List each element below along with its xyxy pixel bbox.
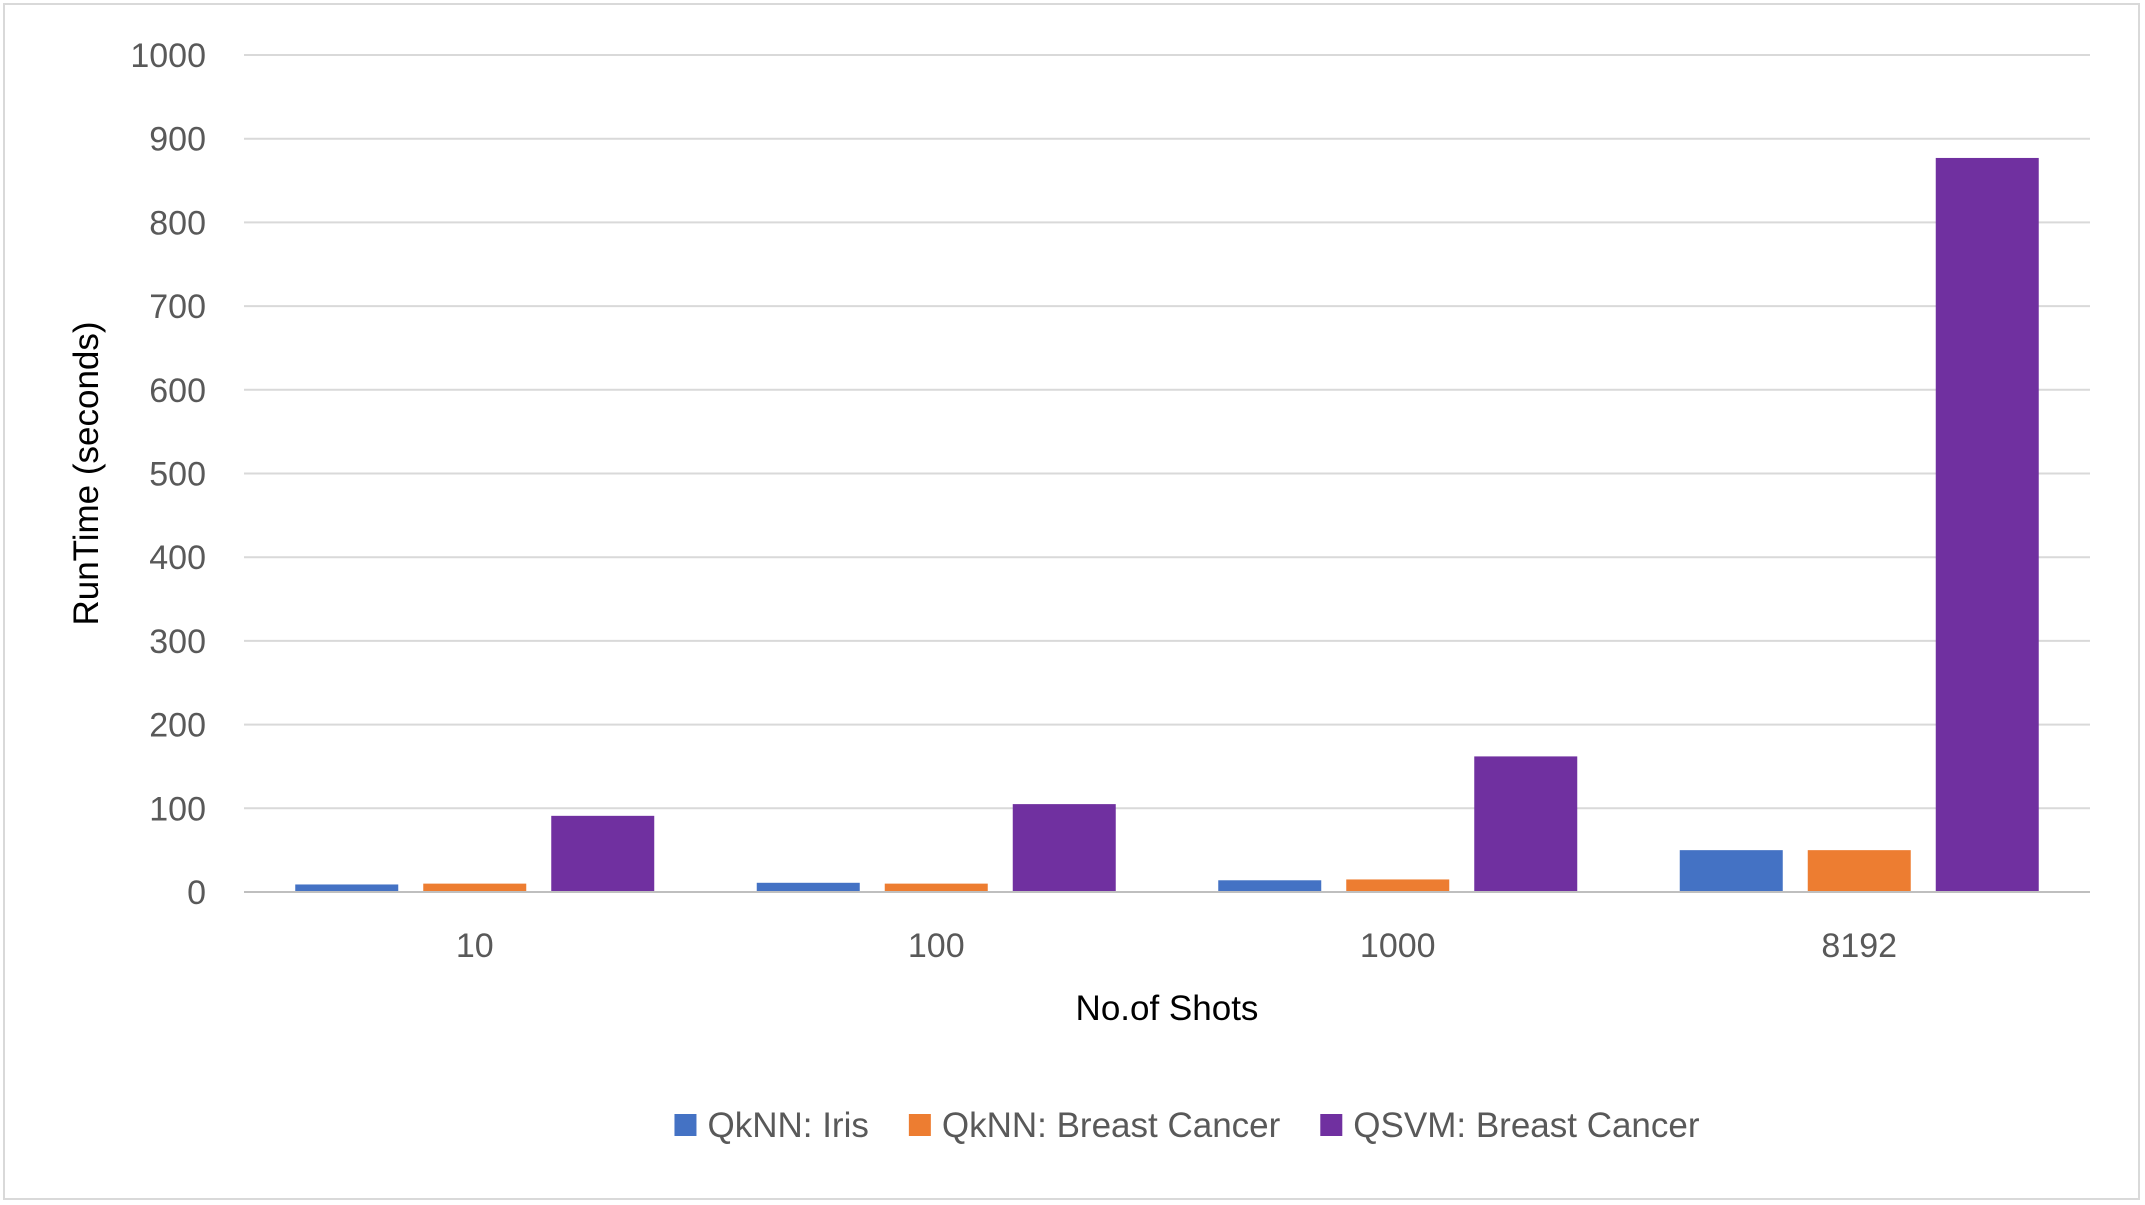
- y-tick-label: 500: [149, 456, 206, 494]
- y-tick-label: 600: [149, 372, 206, 410]
- x-axis-title: No.of Shots: [1076, 989, 1259, 1028]
- chart-frame: [3, 3, 2140, 1200]
- bars: [295, 157, 2039, 893]
- y-tick-label: 700: [149, 288, 206, 326]
- gridlines: [244, 54, 2090, 810]
- y-tick-label: 400: [149, 539, 206, 577]
- x-tick-label: 1000: [1360, 927, 1436, 965]
- legend-swatch: [674, 1114, 697, 1136]
- legend-swatch: [908, 1114, 931, 1136]
- y-tick-label: 0: [187, 874, 206, 912]
- legend-item: QSVM: Breast Cancer: [1320, 1106, 1700, 1145]
- legend-item: QkNN: Iris: [674, 1106, 869, 1145]
- x-tick-label: 8192: [1821, 927, 1897, 965]
- legend-item: QkNN: Breast Cancer: [908, 1106, 1281, 1145]
- legend-label: QkNN: Iris: [707, 1106, 868, 1145]
- x-tick-label: 100: [908, 927, 965, 965]
- bar: [423, 883, 527, 892]
- y-axis-title: RunTime (seconds): [67, 321, 106, 625]
- y-tick-label: 200: [149, 707, 206, 745]
- x-tick-label: 10: [456, 927, 494, 965]
- bar: [295, 884, 399, 892]
- bar: [1474, 756, 1578, 892]
- x-tick-labels: 10 100 1000 8192: [456, 927, 1897, 965]
- bar: [1679, 850, 1783, 892]
- bar: [884, 883, 988, 892]
- bar: [1012, 804, 1116, 892]
- legend-swatch: [1320, 1114, 1343, 1136]
- y-tick-label: 100: [149, 790, 206, 828]
- bar: [1807, 850, 1911, 892]
- y-tick-label: 1000: [130, 37, 206, 75]
- bar: [1218, 880, 1322, 892]
- bar: [1346, 879, 1450, 892]
- y-tick-label: 900: [149, 121, 206, 159]
- y-tick-labels: 0 100 200 300 400 500 600 700 800 900 1000: [130, 37, 206, 912]
- bar: [1935, 157, 2039, 893]
- y-tick-label: 800: [149, 204, 206, 242]
- bar: [551, 815, 655, 892]
- bar: [756, 882, 860, 892]
- legend-label: QkNN: Breast Cancer: [942, 1106, 1281, 1145]
- legend: QkNN: Iris QkNN: Breast Cancer QSVM: Breas…: [674, 1106, 1700, 1145]
- legend-label: QSVM: Breast Cancer: [1353, 1106, 1700, 1145]
- y-tick-label: 300: [149, 623, 206, 661]
